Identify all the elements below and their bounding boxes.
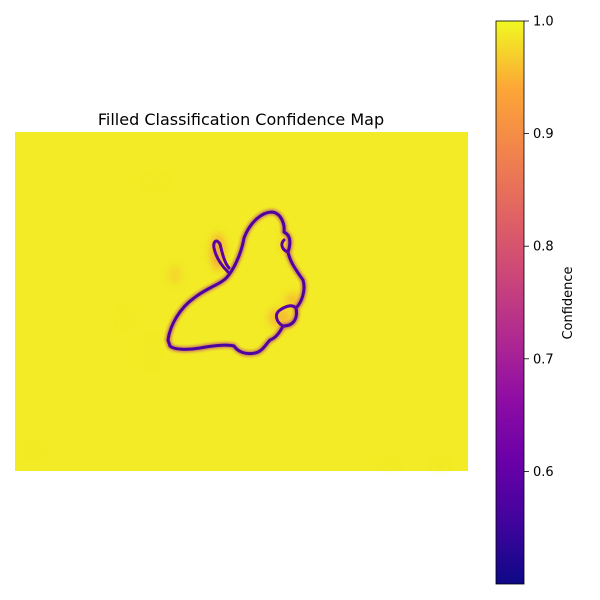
low-confidence-speckles — [30, 179, 446, 469]
speckle — [122, 311, 128, 325]
boundary-inner-lobe — [274, 304, 298, 328]
colorbar-tick-label: 0.8 — [533, 240, 554, 255]
colorbar-gradient — [495, 20, 525, 585]
colorbar-label: Confidence — [561, 266, 576, 339]
speckle — [147, 179, 163, 185]
heatmap-image — [15, 132, 468, 471]
speckle — [169, 265, 181, 285]
boundary-antenna — [212, 239, 231, 274]
speckle — [434, 463, 446, 469]
colorbar-tick-label: 1.0 — [533, 15, 554, 30]
colorbar-tick-label: 0.9 — [533, 127, 554, 142]
speckle — [384, 464, 396, 468]
speckle — [30, 447, 40, 453]
colorbar-ticks: 0.6 0.7 0.8 0.9 1.0 — [524, 15, 554, 480]
heatmap-background — [15, 132, 468, 471]
chart-title: Filled Classification Confidence Map — [98, 110, 384, 129]
boundary-line — [166, 210, 306, 356]
colorbar-tick-label: 0.6 — [533, 465, 554, 480]
boundary-inner-lobe — [280, 238, 290, 254]
object-boundary — [165, 209, 308, 357]
colorbar: 0.6 0.7 0.8 0.9 1.0 Confidence — [495, 15, 576, 585]
speckle — [146, 338, 154, 366]
colorbar-tick-label: 0.7 — [533, 352, 554, 367]
